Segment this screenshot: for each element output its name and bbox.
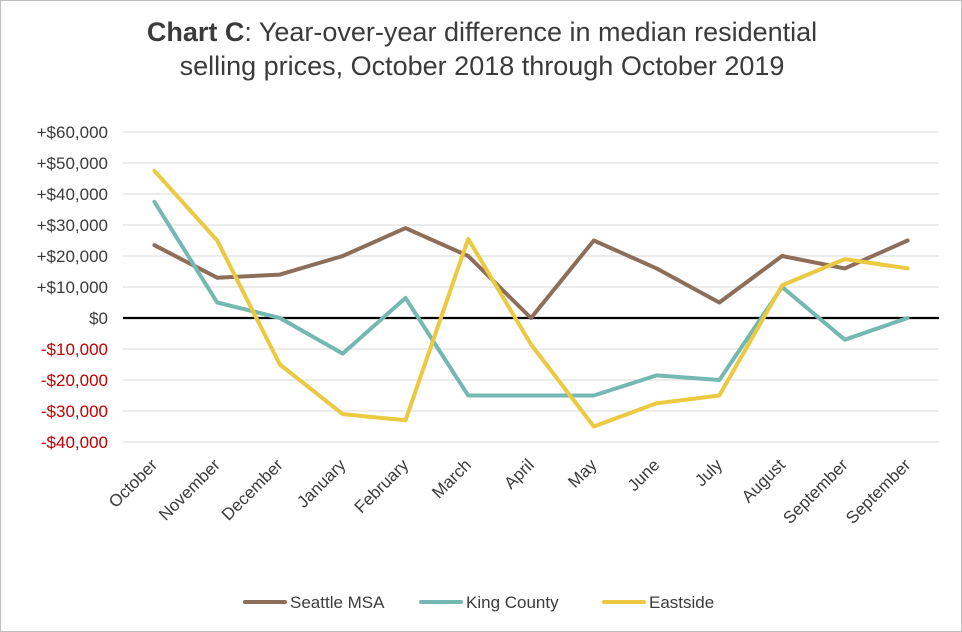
x-tick-label: October <box>105 455 161 511</box>
series-line-seattle-msa <box>152 226 910 320</box>
x-tick-label: March <box>428 455 475 502</box>
chart-title-bold: Chart C <box>146 17 245 47</box>
chart-title-line2: selling prices, October 2018 through Oct… <box>179 51 785 81</box>
x-tick-label: August <box>738 455 789 506</box>
legend-label: Seattle MSA <box>290 593 385 612</box>
y-tick-label: -$20,000 <box>41 371 108 390</box>
y-tick-label: +$20,000 <box>37 247 108 266</box>
x-tick-label: June <box>624 455 664 495</box>
x-tick-label: February <box>351 455 413 517</box>
x-tick-label: December <box>218 455 287 524</box>
y-tick-label: -$30,000 <box>41 402 108 421</box>
legend-label: Eastside <box>649 593 714 612</box>
series-line-eastside <box>152 168 910 429</box>
x-tick-label: September <box>842 455 914 527</box>
y-tick-label: +$50,000 <box>37 154 108 173</box>
x-tick-label: November <box>155 455 224 524</box>
x-tick-label: July <box>691 455 726 490</box>
y-tick-label: +$40,000 <box>37 185 108 204</box>
y-tick-label: +$10,000 <box>37 278 108 297</box>
x-tick-label: September <box>779 455 851 527</box>
series-line-king-county <box>152 199 910 398</box>
y-tick-label: +$30,000 <box>37 216 108 235</box>
x-tick-label: January <box>293 455 350 512</box>
y-tick-label: -$10,000 <box>41 340 108 359</box>
y-tick-label: $0 <box>89 309 108 328</box>
chart-title: Chart C: Year-over-year difference in me… <box>1 15 962 83</box>
y-tick-label: -$40,000 <box>41 433 108 452</box>
x-tick-label: May <box>564 455 600 491</box>
x-tick-label: April <box>500 455 537 492</box>
chart-title-rest: : Year-over-year difference in median re… <box>244 17 818 47</box>
legend-label: King County <box>466 593 559 612</box>
y-tick-label: +$60,000 <box>37 123 108 142</box>
